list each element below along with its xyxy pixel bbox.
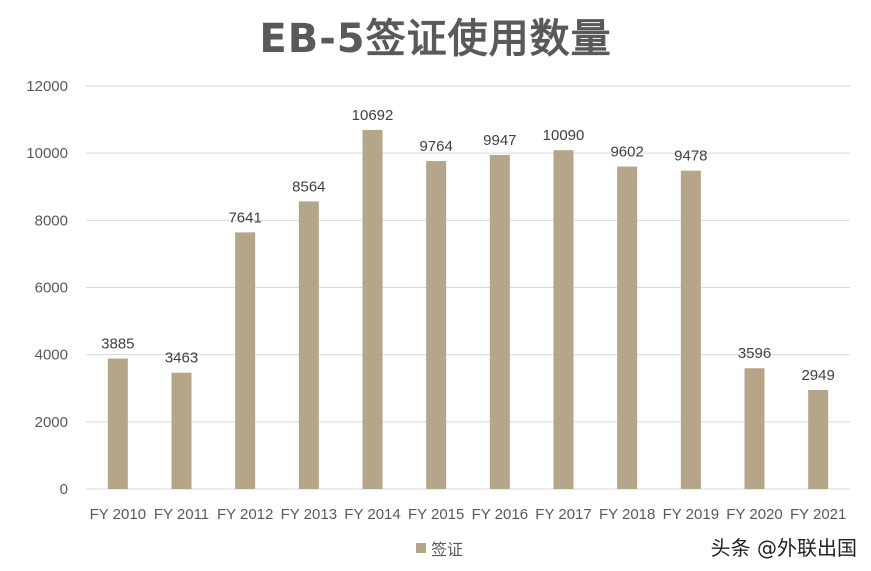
data-label: 8564 xyxy=(292,178,325,195)
bar xyxy=(489,154,510,489)
bar xyxy=(808,389,829,489)
bar xyxy=(744,368,765,489)
y-tick-label: 10000 xyxy=(26,145,68,162)
bar xyxy=(171,372,192,489)
x-tick-label: FY 2016 xyxy=(472,506,528,523)
data-label: 2949 xyxy=(801,367,834,384)
data-label: 9764 xyxy=(419,138,452,155)
bar xyxy=(107,358,128,489)
bar xyxy=(235,232,256,489)
x-tick-label: FY 2011 xyxy=(154,506,209,523)
watermark: 头条 @外联出国 xyxy=(710,536,857,560)
x-tick-label: FY 2013 xyxy=(281,506,337,523)
x-tick-label: FY 2021 xyxy=(790,506,846,523)
x-tick-label: FY 2010 xyxy=(90,506,146,523)
x-tick-label: FY 2020 xyxy=(726,506,782,523)
bar xyxy=(362,129,383,489)
data-label: 9947 xyxy=(483,132,516,149)
chart-title: EB-5签证使用数量 xyxy=(259,16,612,62)
x-axis-ticks: FY 2010 FY 2011 FY 2012 FY 2013 FY 2014 FY 20… xyxy=(90,506,847,523)
data-labels: 3885 3463 7641 8564 10692 9764 9947 10090 9602 94… xyxy=(101,107,835,384)
x-tick-label: FY 2018 xyxy=(599,506,655,523)
legend-swatch xyxy=(416,543,426,553)
x-tick-label: FY 2015 xyxy=(408,506,464,523)
bar xyxy=(298,201,319,489)
y-tick-label: 8000 xyxy=(35,212,68,229)
x-tick-label: FY 2014 xyxy=(344,506,400,523)
data-label: 3596 xyxy=(738,345,771,362)
x-tick-label: FY 2012 xyxy=(217,506,273,523)
data-label: 9602 xyxy=(610,144,643,161)
y-tick-label: 4000 xyxy=(35,347,68,364)
y-tick-label: 12000 xyxy=(26,78,68,95)
y-tick-label: 0 xyxy=(60,481,68,498)
bar xyxy=(680,170,701,489)
data-label: 10692 xyxy=(352,107,394,124)
data-label: 3463 xyxy=(165,350,198,367)
data-label: 7641 xyxy=(228,209,261,226)
bars xyxy=(107,129,829,489)
data-label: 3885 xyxy=(101,336,134,353)
y-tick-label: 6000 xyxy=(35,280,68,297)
x-tick-label: FY 2019 xyxy=(663,506,719,523)
data-label: 9478 xyxy=(674,148,707,165)
legend-label: 签证 xyxy=(431,540,464,559)
gridlines xyxy=(86,85,850,490)
legend: 签证 xyxy=(416,536,463,560)
bar xyxy=(426,161,447,489)
data-label: 10090 xyxy=(543,127,585,144)
bar xyxy=(617,166,638,489)
bar xyxy=(553,150,574,489)
y-axis-ticks: 0 2000 4000 6000 8000 10000 12000 xyxy=(26,78,68,498)
x-tick-label: FY 2017 xyxy=(535,506,591,523)
y-tick-label: 2000 xyxy=(35,414,68,431)
